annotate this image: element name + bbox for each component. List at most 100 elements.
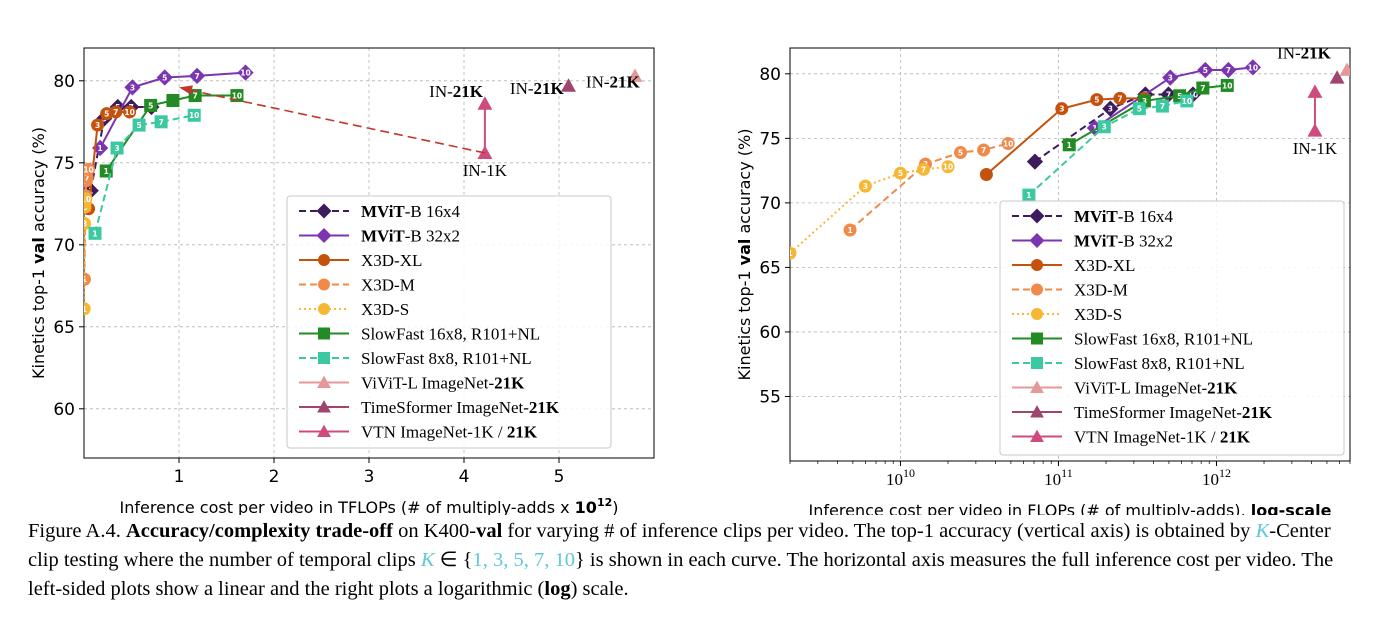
data-point [110, 141, 124, 155]
data-point [1155, 99, 1169, 113]
point-label: 1 [92, 229, 97, 238]
legend-marker [317, 375, 331, 389]
data-point [1062, 138, 1076, 152]
y-tick-label: 60 [53, 400, 75, 420]
legend-entry-timesformer: TimeSformer ImageNet-21K [299, 398, 560, 417]
x-tick-label: 1010 [886, 466, 915, 489]
legend-entry-x3d_m: X3D-M [299, 276, 415, 295]
caption-fig: Figure A.4. [28, 520, 126, 542]
legend-entry-vivit: ViViT-L ImageNet-21K [1012, 379, 1238, 398]
point-label: 5 [104, 110, 109, 119]
annotation-label: IN-21K [510, 79, 565, 98]
legend-marker [1031, 308, 1043, 320]
legend-entry-x3d_xl: X3D-XL [1012, 256, 1135, 275]
point-label: 7 [1117, 94, 1122, 103]
legend-label: X3D-M [361, 276, 415, 295]
point-label: 10 [124, 108, 134, 117]
legend-label: X3D-S [1074, 305, 1122, 324]
legend-marker [1029, 233, 1045, 248]
legend-entry-x3d_s: X3D-S [299, 300, 409, 319]
plot-area: 3571013571035710135710135710135710135710 [790, 59, 1350, 260]
y-tick-label: 75 [759, 129, 781, 149]
data-point [1196, 81, 1210, 95]
data-point [561, 78, 576, 92]
legend-label: X3D-M [1074, 281, 1128, 300]
data-point [1001, 137, 1015, 151]
point-label: 7 [113, 108, 118, 117]
data-point [187, 108, 201, 122]
data-point [144, 98, 158, 112]
caption-title: Accuracy/complexity trade-off [125, 520, 393, 542]
data-point [1220, 78, 1234, 92]
point-label: 1 [98, 144, 103, 153]
point-label: 5 [1094, 96, 1099, 105]
point-label: 10 [232, 92, 242, 101]
point-label: 1 [82, 275, 87, 284]
point-label: 1 [847, 226, 852, 235]
legend-label: X3D-XL [1074, 256, 1135, 275]
point-label: 10 [1003, 140, 1013, 149]
data-point [188, 67, 206, 85]
legend-entry-timesformer: TimeSformer ImageNet-21K [1012, 403, 1273, 422]
point-label: 1 [1026, 191, 1031, 200]
point-label: 7 [981, 146, 986, 155]
data-point [1244, 59, 1262, 76]
legend-label: X3D-XL [361, 251, 422, 270]
point-label: 3 [82, 219, 87, 228]
legend-marker [318, 327, 330, 340]
point-label: 10 [943, 163, 953, 172]
data-point [1026, 153, 1044, 170]
point-label: 5 [136, 121, 141, 130]
y-tick-label: 80 [759, 65, 781, 85]
legend-entry-vtn: VTN ImageNet-1K / 21K [1012, 428, 1251, 447]
data-point [237, 64, 254, 81]
series-vivit [627, 68, 643, 82]
legend-label: ViViT-L ImageNet-21K [361, 374, 525, 393]
y-ticks: 55 60 65 70 75 80 [759, 65, 790, 407]
x-axis-label: Inference cost per video in TFLOPs (# of… [120, 496, 619, 515]
arrow-head [179, 85, 193, 95]
data-point [84, 272, 91, 286]
point-label: 10 [1182, 97, 1192, 106]
data-point [858, 179, 872, 193]
legend: MViT-B 16x4 MViT-B 32x2 X3D-XL X3D-M X3D-S Sl… [286, 195, 612, 449]
legend-label: MViT-B 16x4 [1074, 207, 1174, 226]
annotation-label: IN-21K [429, 82, 484, 101]
legend-marker [318, 278, 330, 291]
point-label: 7 [1226, 66, 1231, 75]
legend-entry-vivit: ViViT-L ImageNet-21K [299, 374, 525, 393]
legend-label: X3D-S [361, 300, 409, 319]
y-tick-label: 65 [759, 258, 781, 278]
plot-area: 1357101357101357101357101357101571013571… [82, 64, 643, 316]
point-label: 7 [85, 174, 90, 183]
point-label: 5 [162, 74, 167, 83]
point-label: 10 [240, 69, 250, 78]
point-label: 7 [1166, 90, 1171, 99]
point-label: 1 [1092, 124, 1097, 133]
legend-label: VTN ImageNet-1K / 21K [1074, 428, 1251, 447]
y-axis-label: Kinetics top-1 val accuracy (%) [735, 129, 754, 381]
point-label: 3 [114, 144, 119, 153]
data-point [1307, 84, 1323, 98]
y-tick-label: 65 [53, 318, 75, 338]
data-point [1307, 123, 1323, 137]
data-point [979, 167, 993, 181]
point-label: 5 [1203, 66, 1208, 75]
point-label: 3 [95, 121, 100, 130]
point-label: 5 [148, 101, 153, 110]
point-label: 5 [1137, 105, 1142, 114]
series-line [1028, 99, 1188, 196]
legend-entry-slowfast_8x8: SlowFast 8x8, R101+NL [299, 349, 532, 368]
series-vtn [1307, 84, 1323, 137]
point-label: 3 [863, 182, 868, 191]
data-point [1329, 70, 1345, 84]
data-point [124, 79, 141, 96]
x-tick-label: 3 [364, 467, 375, 487]
series-line [94, 114, 195, 234]
point-label: 3 [1142, 97, 1147, 106]
data-point [1113, 91, 1127, 105]
data-point [1090, 93, 1104, 107]
point-label: 1 [1067, 141, 1072, 150]
